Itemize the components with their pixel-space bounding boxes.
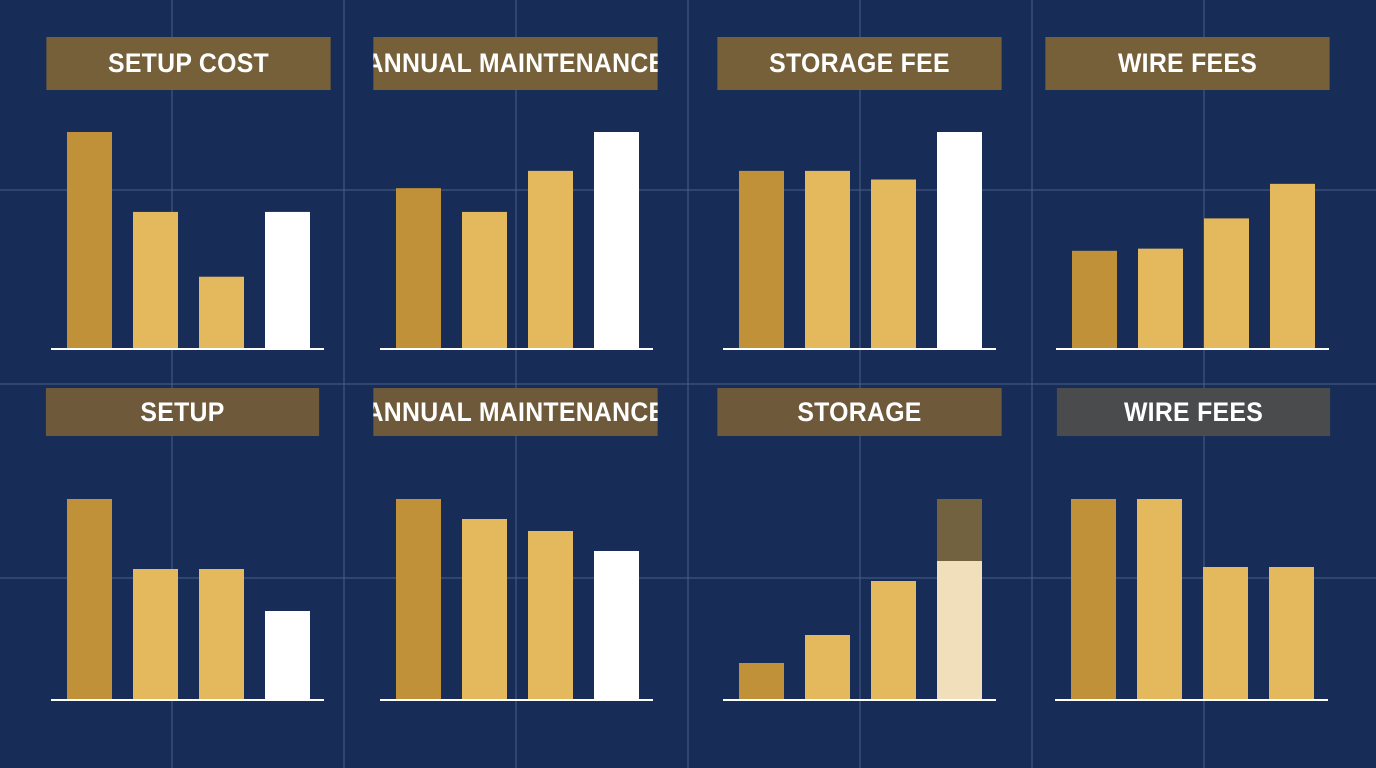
panel-title: ANNUAL MAINTENANCE — [373, 388, 658, 436]
bar-3 — [528, 531, 573, 699]
bar-4 — [594, 132, 639, 348]
bar-4 — [594, 551, 639, 699]
bar-1 — [396, 499, 441, 699]
bar-2 — [1137, 499, 1182, 699]
bar-4 — [937, 561, 982, 699]
bar-1 — [739, 663, 784, 699]
panel-title: SETUP — [45, 388, 320, 436]
bar-1 — [1071, 499, 1116, 699]
bar-3 — [1204, 218, 1249, 348]
panel-title: WIRE FEES — [1056, 388, 1331, 436]
panel-title: WIRE FEES — [1045, 37, 1330, 90]
bar-2 — [133, 211, 178, 348]
panel-title: SETUP COST — [46, 37, 331, 90]
bar-2 — [1138, 248, 1183, 348]
panel-title: ANNUAL MAINTENANCE — [373, 37, 658, 90]
bar-3 — [199, 276, 244, 348]
bar-3 — [871, 581, 916, 699]
bar-2 — [133, 569, 178, 699]
bar-2 — [462, 211, 507, 348]
panel-title: STORAGE — [717, 388, 1002, 436]
bar-1 — [739, 170, 784, 348]
bar-4 — [1269, 567, 1314, 699]
bar-3 — [871, 179, 916, 348]
bar-1 — [1072, 250, 1117, 348]
bar-3 — [1203, 567, 1248, 699]
bar-4 — [265, 211, 310, 348]
bar-4 — [1270, 183, 1315, 348]
bar-1 — [67, 499, 112, 699]
bar-1 — [396, 188, 441, 348]
bar-2 — [805, 635, 850, 699]
panel-title: STORAGE FEE — [717, 37, 1002, 90]
bar-3 — [199, 569, 244, 699]
bar-4 — [265, 611, 310, 699]
bar-4-stacked-segment — [937, 499, 982, 561]
bar-3 — [528, 170, 573, 348]
bar-2 — [805, 170, 850, 348]
bar-2 — [462, 519, 507, 699]
bar-1 — [67, 132, 112, 348]
bar-4 — [937, 132, 982, 348]
